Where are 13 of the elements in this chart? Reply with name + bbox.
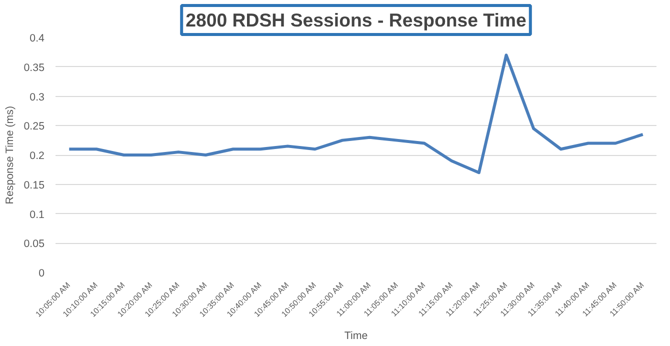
- y-tick-label: 0.4: [30, 32, 45, 44]
- y-tick-label: 0.25: [24, 120, 45, 133]
- y-tick-label: 0.3: [30, 91, 45, 104]
- y-tick-label: 0.1: [30, 208, 45, 221]
- x-axis-title: Time: [344, 330, 368, 342]
- y-tick-label: 0.2: [30, 150, 45, 162]
- line-series: [68, 54, 644, 174]
- y-tick-label: 0.35: [24, 62, 45, 74]
- y-tick-label: 0: [38, 268, 45, 280]
- chart-title: 2800 RDSH Sessions - Response Time: [186, 10, 526, 30]
- y-tick-label: 0.15: [24, 179, 45, 192]
- y-tick-label: 0.05: [24, 238, 45, 250]
- y-axis-title: Response Time (ms): [4, 106, 16, 204]
